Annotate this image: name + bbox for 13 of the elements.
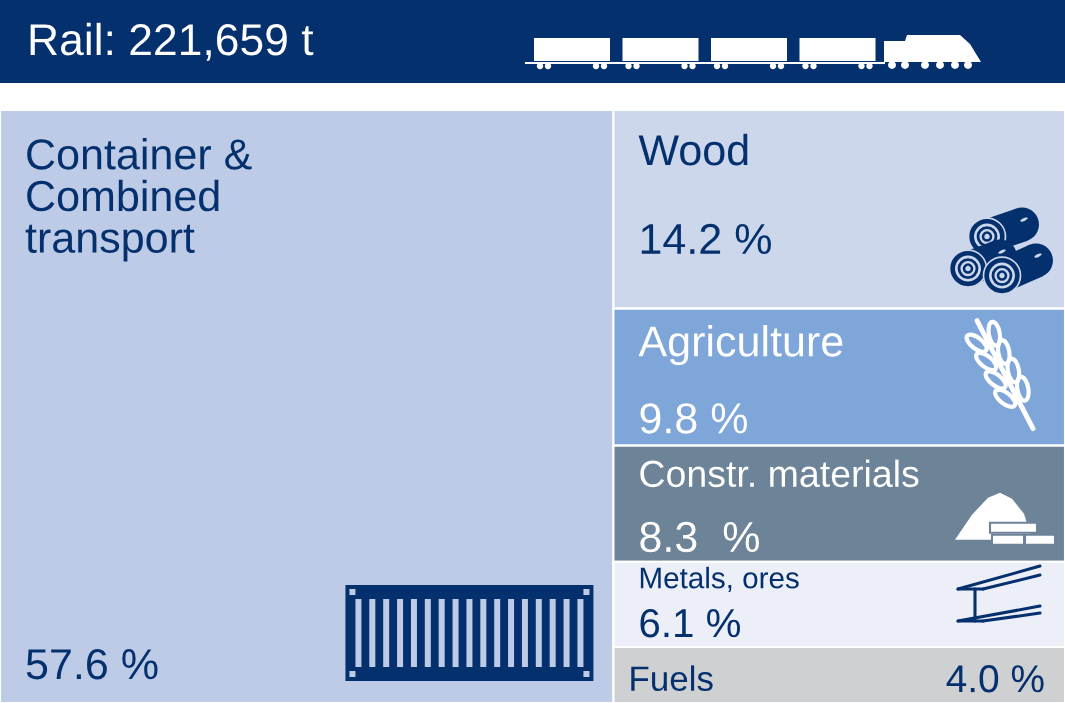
data-label: 14.2 % <box>641 223 771 255</box>
category-label: Container & Combined transport <box>25 138 252 262</box>
data-label: 9.8 % <box>640 403 748 434</box>
category-label: Constr. materials <box>640 459 919 488</box>
category-label: Wood <box>638 133 748 166</box>
data-label: 57.6 % <box>26 648 158 680</box>
data-label: 6.1 % <box>640 608 741 638</box>
data-label: 4.0 % <box>946 664 1044 693</box>
category-label: Agriculture <box>638 325 843 366</box>
text: Rail: 221,659 t <box>30 22 314 61</box>
data-label: 8.3 % <box>640 521 759 553</box>
category-label: Metals, ores <box>640 566 799 592</box>
category-label: Fuels <box>631 665 713 692</box>
